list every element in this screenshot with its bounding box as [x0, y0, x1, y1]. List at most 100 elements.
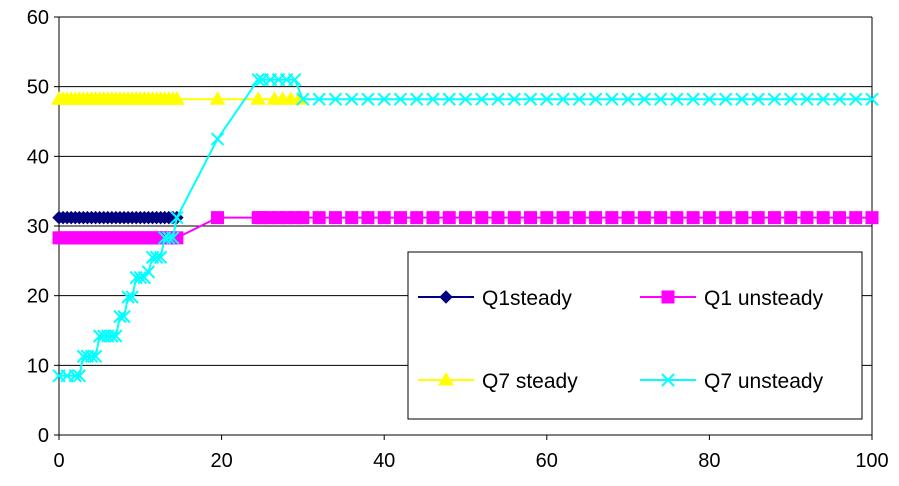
data-point-q1-unsteady	[589, 211, 603, 225]
data-point-q1-unsteady	[800, 211, 814, 225]
series-q1steady	[52, 210, 184, 225]
data-point-q7-unsteady	[105, 329, 119, 343]
data-point-q1-unsteady	[410, 211, 424, 225]
data-point-q7-unsteady	[251, 72, 265, 87]
data-point-q7-unsteady	[442, 92, 456, 106]
y-tick-label-60: 60	[27, 7, 49, 29]
data-point-q7-unsteady	[141, 265, 156, 279]
data-point-q1-unsteady	[459, 211, 472, 225]
data-point-q7-unsteady	[751, 92, 765, 106]
legend-item-q7-steady: Q7 steady	[418, 370, 578, 393]
y-tick-label-40: 40	[27, 146, 49, 168]
data-point-q7-steady	[209, 91, 226, 105]
data-point-q1-unsteady	[767, 211, 781, 225]
data-point-q1-unsteady	[816, 211, 830, 225]
data-point-q7-unsteady	[361, 92, 375, 106]
series-q1-unsteady	[52, 211, 879, 245]
data-point-q7-unsteady	[800, 92, 814, 106]
data-point-q1-unsteady	[849, 211, 863, 225]
data-point-q7-unsteady	[572, 92, 587, 106]
series-layer	[51, 72, 879, 383]
data-point-q1-unsteady	[832, 211, 846, 225]
data-point-q7-unsteady	[523, 92, 538, 106]
data-point-q7-unsteady	[849, 92, 863, 106]
axes	[54, 16, 873, 440]
data-point-q7-unsteady	[507, 92, 521, 106]
data-point-q7-unsteady	[426, 92, 440, 106]
data-point-q1-unsteady	[312, 211, 326, 225]
x-tick-label-0: 0	[53, 450, 64, 472]
data-point-q7-unsteady	[109, 329, 123, 343]
data-point-q7-steady	[250, 91, 267, 105]
data-point-q7-unsteady	[637, 92, 652, 106]
legend-marker-q1steady	[439, 290, 453, 304]
data-point-q7-unsteady	[328, 92, 343, 106]
data-point-q7-steady	[169, 91, 185, 105]
legend: Q1steady Q1 unsteady Q7 steady Q7 unsteady	[407, 251, 863, 420]
data-point-q7-unsteady	[149, 250, 164, 265]
data-point-q1-unsteady	[865, 211, 879, 225]
data-point-q7-unsteady	[121, 290, 135, 304]
legend-marker-q7-unsteady	[661, 373, 675, 387]
legend-marker-q1-unsteady	[661, 290, 675, 304]
legend-label-q1-unsteady: Q1 unsteady	[704, 287, 824, 310]
data-point-q1-unsteady	[475, 211, 489, 225]
series-q7-steady	[51, 91, 307, 105]
data-point-q7-unsteady	[491, 92, 505, 106]
data-point-q1-unsteady	[654, 211, 668, 225]
x-tick-label-80: 80	[698, 450, 720, 472]
data-point-q1-unsteady	[637, 211, 651, 225]
data-point-q1-unsteady	[686, 211, 700, 225]
data-point-q1-unsteady	[605, 211, 619, 225]
data-point-q7-unsteady	[670, 92, 684, 106]
data-point-q7-unsteady	[556, 92, 570, 106]
legend-label-q7-steady: Q7 steady	[482, 370, 578, 393]
data-point-q7-unsteady	[588, 92, 603, 106]
data-point-q7-unsteady	[540, 92, 554, 106]
data-point-q7-unsteady	[735, 92, 749, 106]
series-q7-unsteady	[52, 72, 879, 383]
data-point-q7-unsteady	[288, 72, 302, 87]
x-tick-label-60: 60	[536, 450, 558, 472]
y-tick-label-30: 30	[27, 216, 49, 238]
data-point-q7-unsteady	[68, 369, 82, 383]
data-point-q7-unsteady	[653, 92, 668, 106]
data-point-q7-unsteady	[210, 132, 225, 146]
data-point-q1-unsteady	[296, 211, 310, 225]
data-point-q1-unsteady	[540, 211, 554, 225]
data-point-q7-unsteady	[718, 92, 733, 106]
legend-label-q1steady: Q1steady	[482, 287, 572, 310]
data-point-q1-unsteady	[556, 211, 570, 225]
data-point-q7-unsteady	[72, 369, 87, 383]
x-tick-label-40: 40	[373, 450, 395, 472]
data-point-q1-unsteady	[621, 211, 635, 225]
data-point-q7-unsteady	[113, 309, 127, 324]
data-point-q1-unsteady	[702, 211, 716, 225]
data-point-q7-unsteady	[162, 231, 176, 245]
legend-label-q7-unsteady: Q7 unsteady	[704, 370, 824, 393]
data-point-q7-unsteady	[117, 309, 131, 324]
data-point-q7-unsteady	[137, 270, 152, 285]
data-point-q1-unsteady	[345, 211, 359, 225]
data-point-q7-unsteady	[393, 92, 408, 106]
legend-item-q1steady: Q1steady	[418, 287, 572, 310]
data-point-q1-unsteady	[211, 211, 225, 225]
data-point-q7-unsteady	[133, 270, 148, 285]
data-point-q7-unsteady	[84, 349, 99, 363]
data-point-q7-unsteady	[88, 349, 103, 363]
y-tick-label-50: 50	[27, 77, 49, 99]
data-point-q1-unsteady	[524, 211, 538, 225]
data-point-q1-unsteady	[507, 211, 521, 225]
tick-labels: 0 10 20 30 40 50 60 0 20 40 60 80 100	[27, 7, 889, 472]
data-point-q7-unsteady	[296, 92, 310, 106]
data-point-q7-unsteady	[832, 92, 847, 106]
data-point-q7-unsteady	[153, 250, 168, 265]
data-point-q1-unsteady	[735, 211, 749, 225]
data-point-q7-unsteady	[458, 92, 473, 106]
x-tick-label-20: 20	[210, 450, 232, 472]
data-point-q7-unsteady	[475, 92, 489, 106]
data-point-q1-unsteady	[426, 211, 440, 225]
data-point-q7-unsteady	[410, 92, 424, 106]
data-point-q7-unsteady	[170, 210, 184, 225]
